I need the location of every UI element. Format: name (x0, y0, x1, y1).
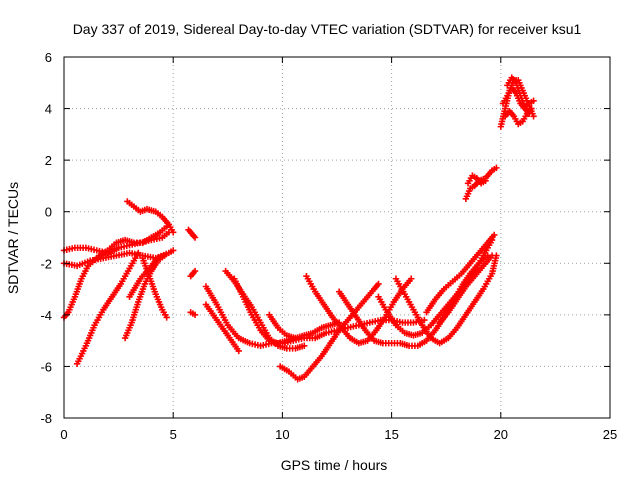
y-axis-label: SDTVAR / TECUs (5, 182, 21, 294)
series-track-6 (95, 221, 173, 259)
series-track-22 (392, 252, 500, 347)
data-point (482, 177, 489, 184)
series-track-26 (464, 172, 489, 187)
data-point (530, 113, 537, 120)
y-tick-label: 0 (45, 205, 52, 220)
data-marks (60, 74, 537, 383)
x-tick-label: 15 (384, 427, 398, 442)
x-tick-label: 25 (603, 427, 617, 442)
series-track-11 (187, 267, 199, 280)
y-tick-label: -8 (40, 411, 52, 426)
data-point (301, 342, 308, 349)
axis-ticks: 0 5 10 15 20 25 -8 -6 -4 -2 0 2 4 6 (40, 50, 617, 442)
series-track-7 (124, 198, 177, 236)
series-track-24 (436, 252, 496, 326)
y-tick-label: -4 (40, 308, 52, 323)
data-point (488, 252, 496, 259)
data-point (408, 275, 415, 282)
y-tick-label: -2 (40, 256, 52, 271)
series-track-23 (423, 231, 498, 316)
series-track-29 (501, 105, 535, 128)
y-tick-label: 4 (45, 102, 52, 117)
data-point (191, 311, 199, 319)
series-track-12 (187, 309, 199, 319)
data-point (135, 249, 142, 257)
data-point (191, 234, 199, 241)
y-tick-label: 2 (45, 153, 52, 168)
data-point (530, 97, 537, 105)
data-point (375, 280, 382, 288)
x-axis-label: GPS time / hours (281, 457, 388, 473)
x-tick-label: 10 (275, 427, 289, 442)
data-point (493, 164, 500, 172)
series-track-16 (231, 275, 299, 347)
series-track-10 (185, 226, 199, 241)
plot-frame (63, 56, 611, 419)
data-point (170, 247, 177, 254)
series-track-4 (73, 249, 142, 368)
data-point (170, 229, 177, 236)
data-point (528, 105, 535, 112)
data-point (190, 233, 198, 240)
series-track-18 (266, 311, 343, 342)
data-point (163, 314, 170, 321)
x-tick-label: 5 (170, 427, 177, 442)
data-point (161, 252, 168, 259)
data-point (491, 231, 498, 239)
series-track-14 (202, 301, 242, 355)
series-track-9 (139, 254, 170, 321)
x-tick-label: 20 (494, 427, 508, 442)
y-tick-label: -6 (40, 359, 52, 374)
y-tick-label: 6 (45, 50, 52, 65)
data-point (191, 267, 199, 275)
chart-title: Day 337 of 2019, Sidereal Day-to-day VTE… (73, 21, 582, 37)
data-point (235, 347, 242, 355)
x-tick-label: 0 (60, 427, 67, 442)
series-track-30 (504, 74, 537, 110)
series-track-17 (277, 280, 382, 383)
grid (64, 57, 610, 418)
